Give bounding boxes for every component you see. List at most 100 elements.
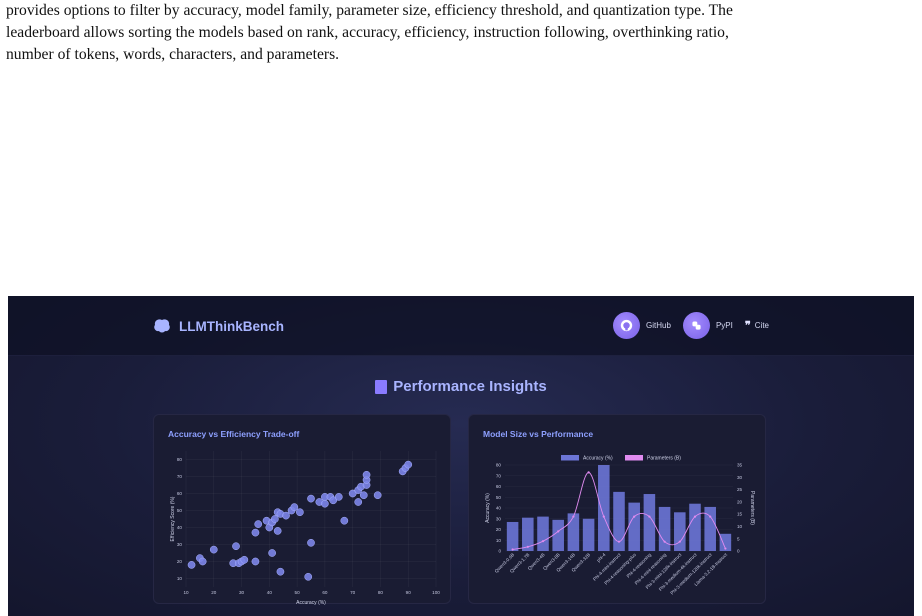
y2-tick-label: 0 — [737, 549, 740, 554]
bar-chart: 0 10 20 30 40 50 60 70 80 0 5 10 15 20 25 30 35 Accuracy … — [485, 455, 755, 596]
line-point — [709, 515, 712, 518]
pypi-label: PyPI — [715, 321, 733, 330]
bar — [567, 513, 580, 551]
y2-tick-label: 10 — [737, 524, 743, 529]
y-tick-label: 40 — [177, 525, 183, 530]
x-tick-label: phi-4 — [596, 552, 607, 563]
scatter-point — [271, 515, 279, 523]
y-tick-label: 20 — [177, 559, 183, 564]
x-tick-label: 40 — [267, 590, 273, 595]
scatter-point — [329, 496, 338, 505]
x-tick-label: 70 — [350, 590, 356, 595]
scatter-point — [268, 549, 276, 557]
bar — [522, 517, 534, 551]
brand[interactable]: LLMThinkBench — [153, 316, 284, 336]
scatter-point — [290, 503, 299, 511]
scatter-title: Accuracy vs Efficiency Trade-off — [168, 429, 300, 439]
line-point — [724, 547, 727, 550]
quote-icon: ❞ — [744, 320, 751, 332]
bar — [628, 502, 640, 551]
y-tick-label: 40 — [496, 506, 502, 511]
chart-icon — [375, 379, 388, 394]
y2-tick-label: 15 — [737, 512, 743, 517]
line-point — [541, 540, 545, 543]
github-label: GitHub — [646, 321, 671, 330]
legend-swatch-accuracy — [561, 455, 579, 461]
bar — [674, 512, 686, 551]
scatter-point — [198, 557, 207, 566]
scatter-point — [348, 489, 357, 498]
y-tick-label: 60 — [496, 484, 502, 489]
scatter-point — [321, 499, 329, 508]
x-tick-label: 60 — [322, 590, 328, 595]
bar — [704, 506, 716, 551]
line-point — [648, 515, 651, 518]
bar — [506, 521, 519, 551]
y-tick-label: 70 — [177, 474, 183, 479]
y-tick-label: 50 — [496, 495, 502, 500]
x-tick-label: 100 — [432, 590, 440, 595]
github-link[interactable]: GitHub — [613, 312, 671, 339]
scatter-point — [254, 520, 263, 528]
y-tick-label: 70 — [496, 473, 502, 478]
cite-label: Cite — [754, 321, 769, 330]
scatter-point — [307, 538, 315, 547]
bar-title: Model Size vs Performance — [483, 429, 594, 439]
bar — [582, 518, 595, 551]
y2-tick-label: 30 — [737, 475, 743, 480]
bar — [689, 503, 701, 551]
x-tick-label: 30 — [239, 590, 245, 595]
app-screenshot: LLMThinkBench GitHub PyPI ❞ Cite Perf — [8, 296, 914, 616]
pypi-link[interactable]: PyPI — [682, 312, 733, 339]
bar — [658, 506, 671, 551]
paper-line-3: number of tokens, words, characters, and… — [6, 46, 340, 63]
line-point — [617, 540, 621, 543]
legend-parameters: Parameters (B) — [647, 456, 681, 462]
scatter-point — [240, 555, 249, 564]
scatter-point — [232, 542, 240, 551]
bar — [643, 494, 656, 551]
paper-line-1: provides options to filter by accuracy, … — [6, 2, 733, 19]
y-tick-label: 30 — [496, 516, 502, 521]
cite-link[interactable]: ❞ Cite — [745, 319, 769, 332]
paper-line-2: leaderboard allows sorting the models ba… — [6, 24, 729, 41]
section-title-text: Performance Insights — [393, 378, 547, 395]
line-point — [511, 548, 514, 551]
bar — [613, 491, 625, 551]
scatter-point — [340, 516, 349, 525]
y-tick-label: 10 — [177, 576, 183, 581]
bar — [552, 519, 564, 551]
scatter-card: Accuracy vs Efficiency Trade-off 10 20 30 4… — [153, 414, 451, 605]
line-point — [526, 545, 529, 548]
scatter-point — [276, 567, 285, 576]
scatter-point — [307, 494, 315, 503]
bar — [719, 533, 732, 551]
brand-name: LLMThinkBench — [179, 318, 284, 334]
scatter-point — [334, 493, 343, 501]
github-icon — [613, 312, 641, 339]
legend-accuracy: Accuracy (%) — [583, 456, 613, 462]
section-title: Performance Insights — [8, 378, 914, 395]
line-point — [678, 540, 681, 543]
line-point — [602, 515, 605, 518]
y-tick-label: 10 — [496, 538, 502, 543]
scatter-point — [251, 528, 260, 537]
y2-tick-label: 5 — [737, 536, 740, 541]
scatter-point — [362, 470, 371, 479]
y2-tick-label: 35 — [737, 463, 743, 468]
line-point — [633, 515, 636, 518]
scatter-point — [273, 527, 282, 535]
scatter-point — [354, 498, 363, 506]
bar — [598, 465, 610, 551]
brain-icon — [154, 319, 170, 333]
y-tick-label: 0 — [498, 549, 501, 554]
nav-links: GitHub PyPI ❞ Cite — [601, 312, 769, 339]
y2-axis-label: Parameters (B) — [749, 491, 755, 525]
y-tick-label: 30 — [177, 542, 183, 547]
scatter-point — [373, 491, 382, 500]
y-tick-label: 80 — [177, 457, 183, 462]
scatter-point — [296, 508, 304, 517]
line-point — [557, 530, 560, 533]
x-tick-label: 50 — [295, 590, 301, 595]
scatter-point — [187, 561, 196, 569]
